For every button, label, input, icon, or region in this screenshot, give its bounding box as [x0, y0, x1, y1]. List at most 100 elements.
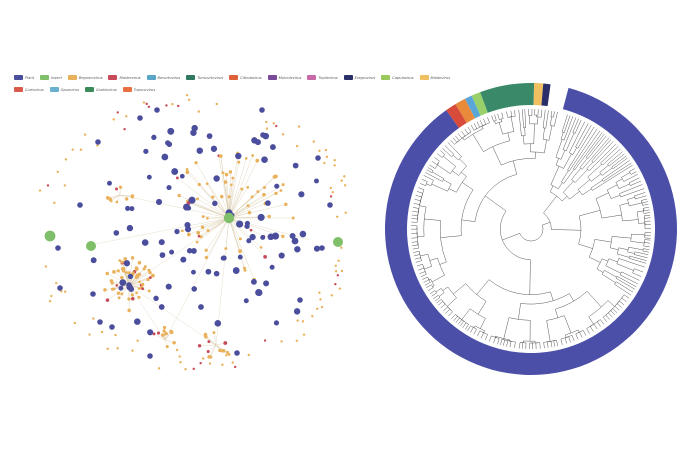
- network-node: [171, 168, 179, 175]
- network-node: [107, 180, 112, 186]
- network-node: [162, 329, 166, 333]
- network-node: [118, 259, 122, 262]
- network-node: [212, 200, 218, 207]
- tree-leaf-branch: [491, 115, 494, 122]
- tree-leaf-branch: [453, 316, 458, 321]
- network-node: [50, 294, 53, 298]
- tree-branch: [569, 293, 574, 302]
- network-node: [238, 237, 242, 241]
- tree-arc: [418, 208, 420, 213]
- tree-leaf-branch: [610, 146, 619, 154]
- tree-leaf-branch: [635, 273, 642, 277]
- tree-branch: [601, 171, 614, 180]
- network-node: [213, 270, 220, 277]
- network-edge: [228, 217, 245, 269]
- network-node: [137, 260, 142, 265]
- tree-branch: [587, 164, 602, 178]
- network-node: [249, 228, 253, 232]
- network-node: [247, 353, 251, 357]
- tree-arc: [603, 312, 609, 318]
- tree-leaf-branch: [487, 117, 490, 123]
- legend-swatch: [307, 75, 317, 80]
- tree-branch: [483, 330, 485, 333]
- network-node: [171, 102, 174, 106]
- network-node: [141, 282, 145, 287]
- tree-arc: [520, 293, 570, 305]
- tree-branch: [577, 140, 583, 149]
- tree-leaf-branch: [509, 341, 512, 348]
- tree-branch: [564, 315, 572, 334]
- legend-item: Topocuvirus: [122, 85, 155, 94]
- tree-arc: [630, 234, 632, 242]
- legend-label: Opunvirus: [60, 87, 80, 92]
- network-node: [195, 240, 199, 244]
- tree-branch: [550, 166, 560, 185]
- network-node: [166, 185, 172, 191]
- tree-leaf-branch: [576, 128, 598, 161]
- tree-leaf-branch: [550, 110, 553, 117]
- tree-leaf-branch: [437, 153, 443, 158]
- network-node: [297, 125, 301, 128]
- tree-leaf-branch: [575, 126, 595, 157]
- network-node: [343, 184, 347, 187]
- network-edge: [220, 156, 230, 219]
- tree-leaf-branch: [614, 306, 620, 311]
- network-node: [198, 304, 204, 310]
- network-node: [294, 246, 301, 253]
- tree-leaf-branch: [631, 184, 643, 189]
- network-node: [177, 193, 181, 198]
- legend: Plant Insect Begomovirus Mastrevirus Becurto…: [14, 73, 450, 97]
- network-node: [201, 215, 205, 219]
- network-node: [125, 205, 131, 211]
- tree-branch: [518, 303, 521, 320]
- legend-label: Capulavirus: [392, 75, 414, 80]
- tree-branch: [591, 148, 603, 162]
- tree-leaf-branch: [457, 319, 462, 325]
- network-edge: [198, 217, 230, 234]
- tree-leaf-branch: [636, 260, 647, 264]
- network-nodes: [38, 93, 347, 371]
- legend-label: Eragrovirus: [354, 75, 376, 80]
- tree-leaf-branch: [414, 199, 421, 202]
- tree-branch: [619, 274, 632, 281]
- tree-branch: [498, 122, 503, 135]
- tree-leaf-branch: [643, 248, 650, 250]
- legend-swatch: [419, 75, 429, 80]
- network-node: [113, 230, 120, 236]
- network-node: [180, 229, 184, 233]
- network-node: [185, 93, 189, 97]
- network-node: [63, 290, 67, 293]
- network-node: [125, 271, 128, 274]
- network-node: [196, 197, 200, 201]
- network-node: [214, 320, 222, 327]
- network-node: [211, 195, 215, 199]
- tree-leaf-branch: [584, 123, 589, 131]
- network-node: [127, 308, 131, 313]
- tree-leaf-branch: [605, 314, 610, 320]
- tree-branch: [503, 317, 510, 339]
- tree-leaf-branch: [616, 303, 622, 308]
- tree-branch: [594, 239, 612, 243]
- network-node: [204, 255, 209, 260]
- tree-branch: [607, 300, 615, 307]
- tree-arc: [439, 220, 447, 263]
- tree-branch: [620, 191, 636, 198]
- network-edge: [228, 193, 277, 219]
- tree-branch: [574, 169, 588, 183]
- tree-branch: [595, 192, 609, 199]
- network-edge: [196, 217, 230, 243]
- network-node: [319, 245, 325, 251]
- network-node: [142, 267, 146, 271]
- tree-branch: [452, 170, 459, 176]
- tree-leaf-branch: [579, 130, 601, 160]
- network-node: [205, 268, 212, 275]
- tree-branch: [605, 265, 621, 274]
- network-edge: [153, 333, 166, 341]
- ring-segment: [480, 83, 535, 113]
- network-node: [257, 213, 265, 221]
- tree-branch: [565, 132, 575, 151]
- network-edge: [128, 217, 230, 286]
- network-node: [123, 260, 131, 267]
- network-node: [105, 298, 110, 302]
- network-node: [340, 246, 343, 249]
